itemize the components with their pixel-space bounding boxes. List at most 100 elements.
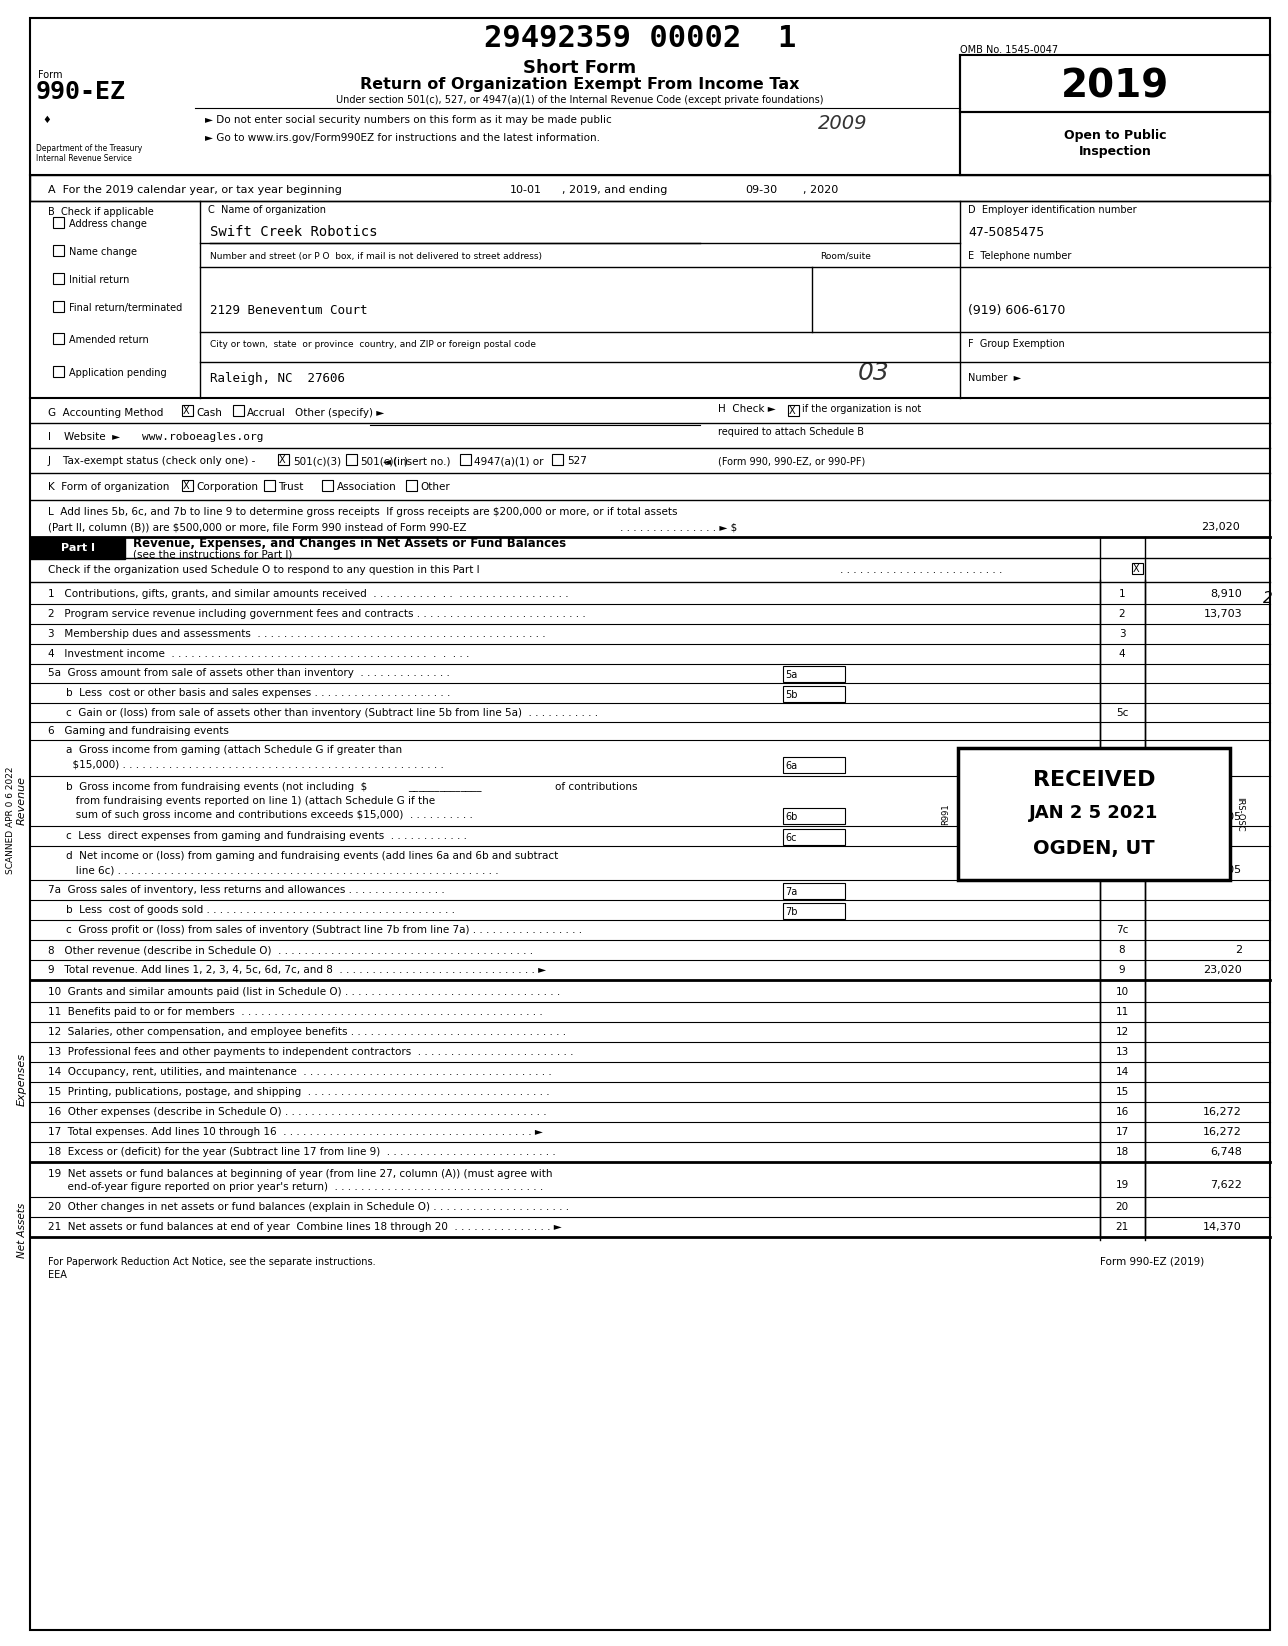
Bar [182,405,193,416]
Text: Revenue, Expenses, and Changes in Net Assets or Fund Balances: Revenue, Expenses, and Changes in Net As… [133,537,567,550]
Bar [53,332,64,344]
Text: ► Do not enter social security numbers on this form as it may be made public: ► Do not enter social security numbers o… [205,115,612,125]
Text: 501(c)(: 501(c)( [361,456,398,466]
Text: OMB No. 1545-0047: OMB No. 1545-0047 [960,44,1059,54]
Text: X: X [183,405,189,415]
Bar [53,273,64,285]
Text: EEA: EEA [48,1271,67,1281]
Text: Short Form: Short Form [523,59,636,77]
Text: sum of such gross income and contributions exceeds $15,000)  . . . . . . . . . .: sum of such gross income and contributio… [66,810,473,820]
Text: 17: 17 [1115,1128,1128,1137]
Text: (insert no.): (insert no.) [393,456,451,466]
Text: 6b: 6b [784,811,797,821]
Text: 7b: 7b [784,907,797,917]
Text: . . . . . . . . . . . . . . . ► $: . . . . . . . . . . . . . . . ► $ [620,522,737,532]
Text: c  Gain or (loss) from sale of assets other than inventory (Subtract line 5b fro: c Gain or (loss) from sale of assets oth… [66,708,598,718]
Text: 12  Salaries, other compensation, and employee benefits . . . . . . . . . . . . : 12 Salaries, other compensation, and emp… [48,1027,567,1037]
Text: c  Gross profit or (loss) from sales of inventory (Subtract line 7b from line 7a: c Gross profit or (loss) from sales of i… [66,925,582,935]
Text: Amended return: Amended return [70,336,148,346]
Text: 8   Other revenue (describe in Schedule O)  . . . . . . . . . . . . . . . . . . : 8 Other revenue (describe in Schedule O)… [48,945,533,955]
Text: 29492359 00002  1: 29492359 00002 1 [484,23,796,53]
Text: ► Go to www.irs.gov/Form990EZ for instructions and the latest information.: ► Go to www.irs.gov/Form990EZ for instru… [205,133,600,143]
Bar [53,301,64,313]
Text: d  Net income or (loss) from gaming and fundraising events (add lines 6a and 6b : d Net income or (loss) from gaming and f… [66,851,558,861]
Text: 4947(a)(1) or: 4947(a)(1) or [474,456,544,466]
Text: Internal Revenue Service: Internal Revenue Service [36,153,131,163]
Bar [53,217,64,229]
Bar [278,454,289,466]
Text: Corporation: Corporation [196,482,258,492]
Text: 20: 20 [1115,1202,1128,1211]
Text: 5a  Gross amount from sale of assets other than inventory  . . . . . . . . . . .: 5a Gross amount from sale of assets othe… [48,668,450,678]
Text: 13  Professional fees and other payments to independent contractors  . . . . . .: 13 Professional fees and other payments … [48,1047,573,1057]
Bar [783,904,845,918]
Text: 501(c)(3): 501(c)(3) [292,456,341,466]
Text: 14: 14 [1115,1067,1128,1076]
Text: For Paperwork Reduction Act Notice, see the separate instructions.: For Paperwork Reduction Act Notice, see … [48,1258,376,1267]
Text: Number and street (or P O  box, if mail is not delivered to street address): Number and street (or P O box, if mail i… [210,252,542,260]
Text: X: X [790,405,796,415]
Text: www.roboeagles.org: www.roboeagles.org [142,431,264,443]
Text: 15: 15 [1115,1086,1128,1096]
Text: 2129 Beneventum Court: 2129 Beneventum Court [210,303,367,316]
Bar [783,808,845,825]
Text: 21  Net assets or fund balances at end of year  Combine lines 18 through 20  . .: 21 Net assets or fund balances at end of… [48,1221,562,1231]
Text: 6c: 6c [784,833,796,843]
Bar [460,454,471,466]
Text: Under section 501(c), 527, or 4947(a)(1) of the Internal Revenue Code (except pr: Under section 501(c), 527, or 4947(a)(1)… [336,95,824,105]
Text: 527: 527 [567,456,587,466]
Text: 18  Excess or (deficit) for the year (Subtract line 17 from line 9)  . . . . . .: 18 Excess or (deficit) for the year (Sub… [48,1147,555,1157]
Text: Return of Organization Exempt From Income Tax: Return of Organization Exempt From Incom… [361,76,800,92]
Bar [406,481,417,491]
Text: D  Employer identification number: D Employer identification number [969,206,1136,216]
Text: b  Less  cost or other basis and sales expenses . . . . . . . . . . . . . . . . : b Less cost or other basis and sales exp… [66,688,451,698]
Bar [788,405,799,416]
Text: Final return/terminated: Final return/terminated [70,303,182,313]
Text: 2: 2 [1264,591,1273,606]
Text: , 2019, and ending: , 2019, and ending [562,184,667,194]
Text: 2009: 2009 [818,114,868,132]
Text: E  Telephone number: E Telephone number [969,250,1072,262]
Bar [182,481,193,491]
Text: 15  Printing, publications, postage, and shipping  . . . . . . . . . . . . . . .: 15 Printing, publications, postage, and … [48,1086,550,1096]
Text: end-of-year figure reported on prior year's return)  . . . . . . . . . . . . . .: end-of-year figure reported on prior yea… [48,1182,544,1192]
Text: 1: 1 [1119,589,1126,599]
Text: J    Tax-exempt status (check only one) -: J Tax-exempt status (check only one) - [48,456,256,466]
Text: 10: 10 [1115,988,1128,997]
Text: 4   Investment income  . . . . . . . . . . . . . . . . . . . . . . . . . . . . .: 4 Investment income . . . . . . . . . . … [48,649,469,658]
Text: F  Group Exemption: F Group Exemption [969,339,1065,349]
Text: ): ) [403,456,407,466]
Text: C  Name of organization: C Name of organization [207,206,326,216]
Text: Other: Other [420,482,450,492]
Text: Other (specify) ►: Other (specify) ► [295,408,384,418]
Text: Open to Public: Open to Public [1064,128,1166,142]
Text: 09-30: 09-30 [744,184,777,194]
Text: Inspection: Inspection [1078,145,1151,158]
Text: Initial return: Initial return [70,275,129,285]
Bar [783,667,845,681]
Text: 6,748: 6,748 [1211,1147,1242,1157]
Text: , 2020: , 2020 [802,184,838,194]
Text: a  Gross income from gaming (attach Schedule G if greater than: a Gross income from gaming (attach Sched… [66,746,402,756]
Text: 990-EZ: 990-EZ [36,81,126,104]
Text: 6   Gaming and fundraising events: 6 Gaming and fundraising events [48,726,229,736]
Text: 3   Membership dues and assessments  . . . . . . . . . . . . . . . . . . . . . .: 3 Membership dues and assessments . . . … [48,629,546,639]
Text: H  Check ►: H Check ► [717,403,775,415]
Bar [53,245,64,257]
Text: 7,622: 7,622 [1211,1180,1242,1190]
Bar [30,174,1270,201]
Bar [30,537,125,560]
Text: required to attach Schedule B: required to attach Schedule B [717,426,864,436]
Text: Name change: Name change [70,247,137,257]
Text: 405: 405 [1221,811,1242,821]
Text: (see the instructions for Part I): (see the instructions for Part I) [133,550,292,560]
Text: R991: R991 [942,803,951,825]
Text: 5c: 5c [1115,708,1128,718]
Text: 5b: 5b [784,690,797,700]
Text: 8,910: 8,910 [1211,589,1242,599]
Text: 18: 18 [1115,1147,1128,1157]
Bar [960,112,1270,174]
Text: 7a  Gross sales of inventory, less returns and allowances . . . . . . . . . . . : 7a Gross sales of inventory, less return… [48,886,444,895]
Text: 11: 11 [1115,1007,1128,1017]
Text: 10  Grants and similar amounts paid (list in Schedule O) . . . . . . . . . . . .: 10 Grants and similar amounts paid (list… [48,988,560,997]
